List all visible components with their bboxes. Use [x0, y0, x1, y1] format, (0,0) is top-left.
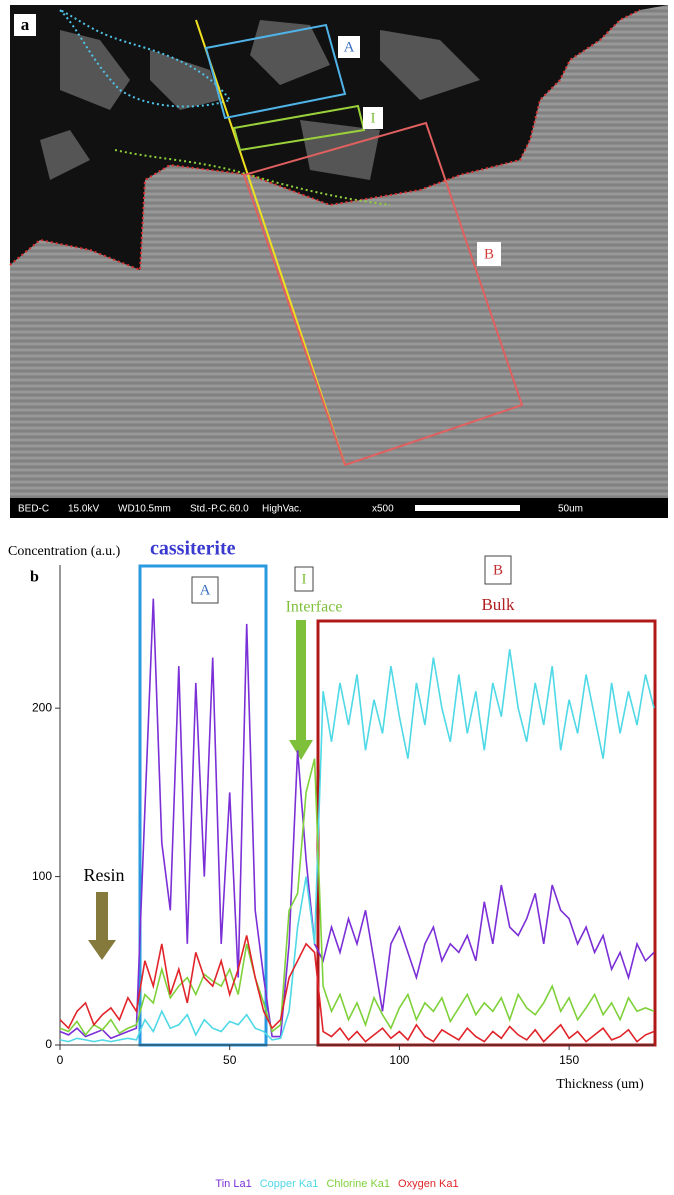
x-tick-label: 0 [57, 1053, 64, 1067]
y-axis-label: Concentration (a.u.) [8, 544, 121, 559]
x-tick-label: 100 [389, 1053, 409, 1067]
status-text: BED-C [18, 504, 49, 515]
status-text: 15.0kV [68, 504, 99, 515]
annotation: cassiterite [150, 538, 236, 560]
annotation: Bulk [481, 595, 515, 614]
legend-entry: Copper Ka1 [260, 1178, 319, 1190]
annotation: Resin [83, 865, 124, 885]
panel-label: a [21, 15, 30, 34]
status-text: 50um [558, 504, 583, 515]
figure: a A I B BED-C 15.0kV WD10.5mm Std.-P.C.6… [0, 0, 674, 1195]
arrow [88, 892, 116, 960]
legend-entry: Chlorine Ka1 [326, 1178, 390, 1190]
series-line [60, 759, 654, 1035]
x-tick-label: 50 [223, 1053, 237, 1067]
region-label: I [371, 110, 376, 126]
status-text: WD10.5mm [118, 504, 171, 515]
legend-entry: Oxygen Ka1 [398, 1178, 459, 1190]
status-text: Std.-P.C.60.0 [190, 504, 249, 515]
region-label: B [484, 246, 494, 262]
x-axis-label: Thickness (um) [556, 1077, 644, 1092]
y-tick-label: 0 [45, 1037, 52, 1051]
status-text: x500 [372, 504, 394, 515]
panel-label: b [30, 569, 39, 586]
legend: Tin La1 Copper Ka1 Chlorine Ka1 Oxygen Ka1 [215, 1178, 458, 1190]
annotation: B [493, 562, 503, 578]
annotation: Interface [286, 599, 343, 616]
y-tick-label: 100 [32, 869, 52, 883]
x-tick-label: 150 [559, 1053, 579, 1067]
region-label: A [344, 39, 355, 55]
sem-image [10, 5, 668, 518]
y-tick-label: 200 [32, 700, 52, 714]
status-text: HighVac. [262, 504, 302, 515]
annotation: I [302, 571, 307, 587]
legend-entry: Tin La1 [215, 1178, 251, 1190]
annotation: A [200, 582, 211, 598]
figure-svg: a A I B BED-C 15.0kV WD10.5mm Std.-P.C.6… [0, 0, 674, 1195]
arrow [289, 620, 313, 760]
region-box [318, 621, 655, 1045]
